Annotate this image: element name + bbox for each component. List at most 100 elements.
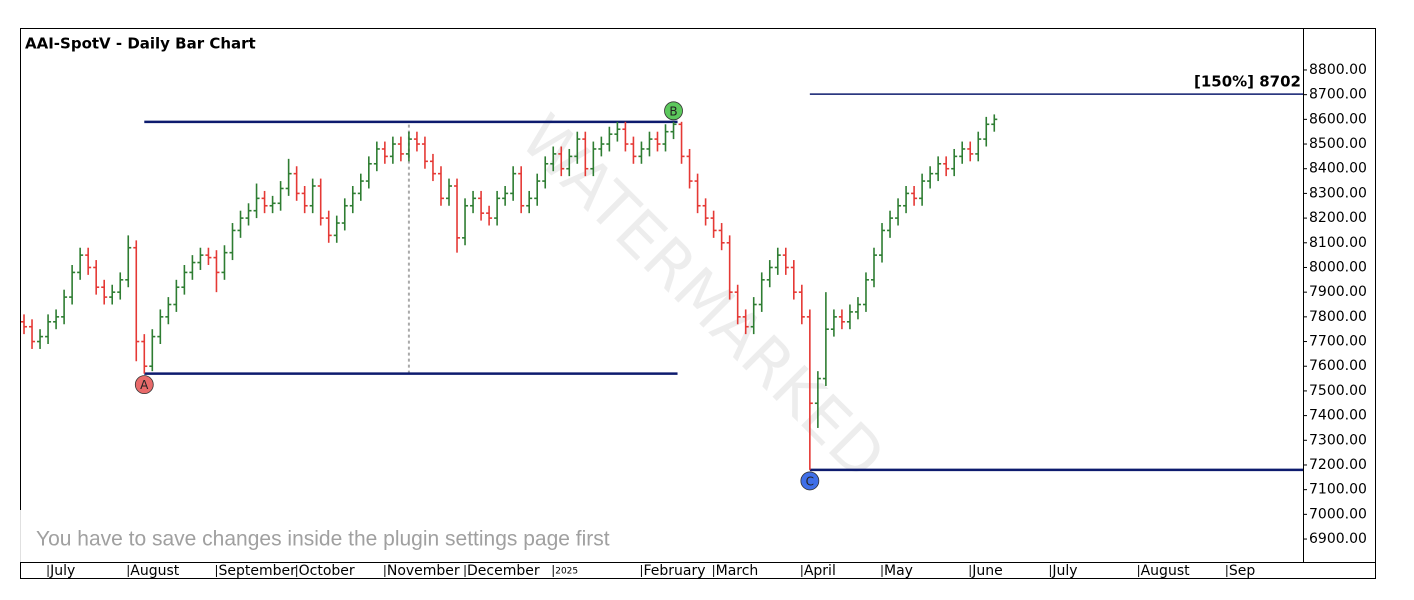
ohlc-bar	[213, 250, 220, 293]
ohlc-bar	[117, 272, 124, 300]
ohlc-bar	[397, 136, 404, 162]
ohlc-bar	[814, 371, 821, 428]
ohlc-bar	[93, 260, 100, 295]
pivot-label: B	[669, 104, 677, 118]
ohlc-bar	[750, 297, 757, 335]
ohlc-bar	[237, 210, 244, 238]
x-tick-label: May	[884, 563, 913, 579]
ohlc-bar	[429, 153, 436, 182]
ohlc-bar	[502, 186, 509, 206]
ohlc-bar	[758, 272, 765, 312]
y-tick-label: 7900.00	[1309, 284, 1367, 300]
x-tick-label: October	[299, 563, 355, 579]
x-tick-label: February	[643, 563, 705, 579]
ohlc-bar	[919, 173, 926, 206]
pivot-marker	[664, 101, 683, 121]
ohlc-bar	[726, 235, 733, 300]
ohlc-bar	[903, 186, 910, 214]
ohlc-bar	[229, 223, 236, 261]
ohlc-bar	[421, 136, 428, 169]
ohlc-bar	[37, 329, 44, 349]
ohlc-bar	[341, 198, 348, 231]
ohlc-bar	[261, 190, 268, 214]
ohlc-bar	[983, 116, 990, 147]
ohlc-bar	[534, 173, 541, 206]
ohlc-bar	[197, 247, 204, 270]
ohlc-bar	[165, 297, 172, 325]
ohlc-bar	[951, 148, 958, 177]
ohlc-bar	[734, 284, 741, 325]
ohlc-bar	[389, 136, 396, 164]
x-tick-label: March	[716, 563, 759, 579]
ohlc-bar	[959, 141, 966, 164]
chart-title: AAI-SpotV - Daily Bar Chart	[25, 35, 256, 53]
ohlc-bar	[21, 314, 28, 335]
pivot-marker	[134, 375, 154, 395]
ohlc-bar	[221, 245, 228, 280]
x-tick-label: July	[1051, 563, 1077, 579]
ohlc-bar	[614, 121, 621, 142]
ohlc-bar	[542, 156, 549, 189]
x-tick-label: September	[218, 563, 296, 579]
ohlc-bar	[526, 190, 533, 214]
ohlc-bar	[333, 215, 340, 243]
y-tick-label: 6900.00	[1309, 531, 1367, 547]
y-tick-label: 8300.00	[1309, 185, 1367, 201]
ohlc-bar	[694, 173, 701, 214]
ohlc-bar	[935, 156, 942, 182]
ohlc-bar	[742, 309, 749, 335]
ohlc-bar	[285, 158, 292, 196]
ohlc-bar	[437, 166, 444, 206]
ohlc-bar	[462, 198, 469, 246]
ohlc-bar	[702, 198, 709, 226]
plot: [150%] 8702 A B C	[21, 73, 1303, 491]
ohlc-bar	[133, 240, 140, 362]
ohlc-bar	[109, 284, 116, 305]
x-tick-label: 2025	[555, 567, 578, 577]
ohlc-bar	[470, 190, 477, 214]
ohlc-bar	[486, 205, 493, 226]
ohlc-bar	[85, 247, 92, 275]
notice-text: You have to save changes inside the plug…	[36, 528, 610, 551]
x-tick-label: June	[971, 563, 1003, 579]
ohlc-bar	[510, 166, 517, 201]
y-tick-label: 8400.00	[1309, 161, 1367, 177]
ohlc-bar	[558, 146, 565, 177]
ohlc-bar	[253, 183, 260, 219]
ohlc-bar	[630, 136, 637, 164]
ohlc-bar	[478, 190, 485, 221]
ohlc-bar	[69, 265, 76, 305]
ohlc-bar	[686, 148, 693, 189]
frame	[20, 28, 1376, 579]
ohlc-bar	[782, 247, 789, 275]
ohlc-bar	[61, 289, 68, 325]
ohlc-bar	[822, 292, 829, 386]
pivot-label: C	[806, 474, 814, 488]
ohlc-bar	[895, 198, 902, 226]
y-tick-label: 7300.00	[1309, 432, 1367, 448]
ohlc-bar	[53, 309, 60, 330]
ohlc-bar	[45, 314, 52, 345]
ohlc-bar	[245, 203, 252, 226]
y-tick-label: 7500.00	[1309, 383, 1367, 399]
level-label: [150%] 8702	[1194, 73, 1301, 91]
y-tick-label: 7200.00	[1309, 457, 1367, 473]
y-tick-label: 7700.00	[1309, 334, 1367, 350]
ohlc-bar	[927, 166, 934, 189]
ohlc-bar	[622, 121, 629, 152]
ohlc-bar	[173, 279, 180, 312]
ohlc-bar	[638, 141, 645, 164]
x-tick-label: December	[467, 563, 540, 579]
pivot-marker	[800, 471, 820, 491]
x-tick-label: August	[1141, 563, 1191, 579]
ohlc-bar	[654, 131, 661, 152]
ohlc-bar	[373, 141, 380, 172]
ohlc-bar	[854, 297, 861, 320]
x-tick-label: August	[130, 563, 180, 579]
ohlc-bar	[798, 284, 805, 325]
ohlc-bar	[846, 304, 853, 330]
ohlc-bar	[870, 247, 877, 288]
pivot-label: A	[140, 378, 149, 392]
ohlc-bar	[77, 247, 84, 280]
